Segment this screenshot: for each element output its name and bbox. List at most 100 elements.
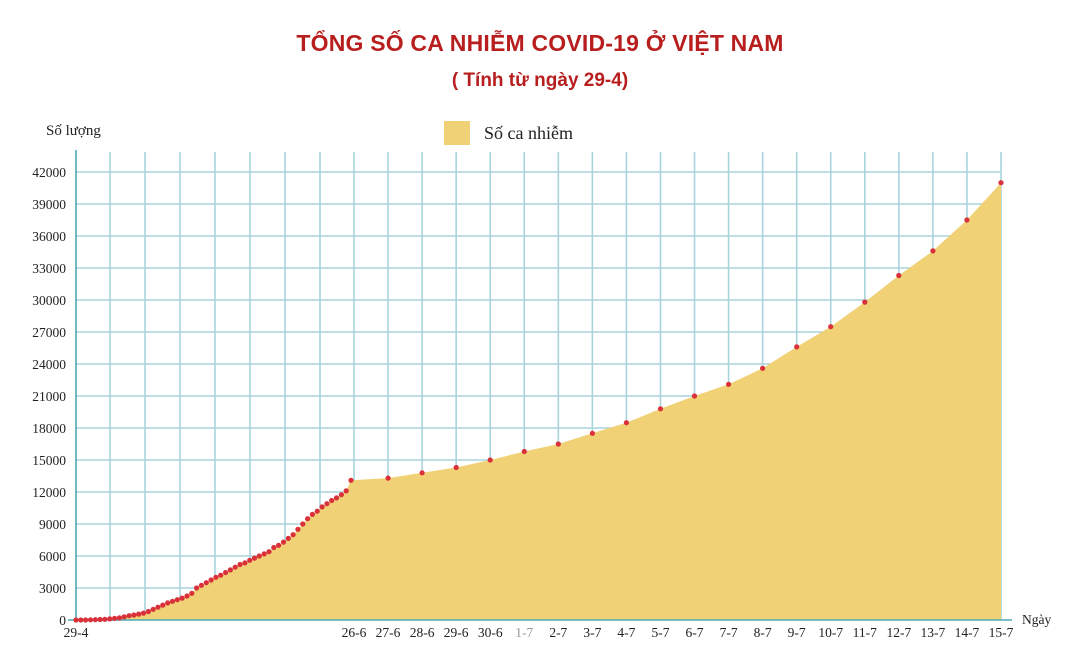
data-point <box>285 535 291 542</box>
data-point <box>227 567 233 573</box>
data-point <box>155 604 161 610</box>
data-point <box>691 393 698 399</box>
y-tick-labels: 0 3000 6000 9000 12000 15000 18000 21000 24000 27… <box>32 165 66 628</box>
legend-label: Số ca nhiễm <box>484 122 573 143</box>
data-point <box>555 441 561 447</box>
data-point <box>102 616 108 622</box>
data-point <box>290 532 296 538</box>
data-point <box>343 488 349 494</box>
data-point <box>213 574 219 580</box>
data-point <box>896 272 902 279</box>
y-tick-label: 36000 <box>32 229 66 244</box>
x-tick-label: 15-7 <box>989 625 1014 640</box>
y-tick-label: 42000 <box>32 165 66 180</box>
x-tick-label: 29-6 <box>444 625 469 640</box>
legend: Số ca nhiễm <box>444 120 573 146</box>
x-tick-label: 7-7 <box>720 625 738 640</box>
data-point <box>174 597 180 603</box>
y-tick-label: 24000 <box>32 357 66 372</box>
data-point <box>150 606 156 612</box>
legend-swatch <box>444 121 470 145</box>
data-point <box>794 344 800 350</box>
data-point <box>232 564 238 570</box>
x-tick-label: 30-6 <box>478 625 503 640</box>
data-point <box>121 614 127 620</box>
x-tick-labels: 29-4 26-6 27-6 28-6 29-6 30-6 1-7 2-7 3-7 4-7 5-7 6… <box>64 625 1014 640</box>
chart-title: TỔNG SỐ CA NHIỄM COVID-19 Ở VIỆT NAM <box>296 30 784 56</box>
data-point <box>998 180 1004 186</box>
chart-subtitle: ( Tính từ ngày 29-4) <box>451 70 629 91</box>
data-point <box>453 464 459 471</box>
y-tick-label: 0 <box>59 613 66 628</box>
data-point <box>266 549 272 555</box>
data-point <box>280 539 287 545</box>
area-fill <box>76 182 1001 620</box>
data-point <box>83 617 89 623</box>
data-point <box>179 595 185 601</box>
data-point <box>203 580 209 586</box>
x-tick-label: 5-7 <box>651 625 669 640</box>
y-tick-label: 6000 <box>39 549 66 564</box>
x-tick-label: 28-6 <box>410 625 435 640</box>
data-point <box>107 616 113 622</box>
y-tick-label: 30000 <box>32 293 66 308</box>
data-point <box>198 582 204 588</box>
data-point <box>385 475 391 481</box>
data-point <box>828 324 834 330</box>
data-point <box>189 590 195 596</box>
data-point <box>218 572 224 578</box>
x-tick-label: 14-7 <box>955 625 980 640</box>
data-point <box>623 420 630 426</box>
data-point <box>223 569 229 576</box>
x-tick-label: 2-7 <box>549 625 567 640</box>
data-point <box>862 299 868 305</box>
y-tick-label: 9000 <box>39 517 66 532</box>
x-tick-label: 10-7 <box>818 625 843 640</box>
y-tick-label: 21000 <box>32 389 66 404</box>
data-point <box>112 615 118 622</box>
y-tick-label: 18000 <box>32 421 66 436</box>
data-point <box>338 492 344 498</box>
y-tick-label: 27000 <box>32 325 66 340</box>
data-point <box>314 508 320 514</box>
data-point <box>194 585 200 591</box>
data-point <box>333 495 340 501</box>
data-point <box>256 553 262 559</box>
y-tick-label: 12000 <box>32 485 66 500</box>
data-point <box>131 612 137 618</box>
axes <box>68 150 1012 621</box>
data-point <box>589 430 596 436</box>
x-tick-label: 11-7 <box>853 625 877 640</box>
data-point <box>160 602 166 608</box>
data-point <box>251 555 258 561</box>
data-point <box>324 501 330 507</box>
data-point <box>165 600 171 606</box>
x-tick-label: 8-7 <box>754 625 772 640</box>
data-point <box>726 381 732 387</box>
data-point <box>657 406 664 412</box>
x-tick-label: 26-6 <box>342 625 367 640</box>
data-point <box>145 608 151 615</box>
data-point <box>305 516 311 522</box>
data-point <box>271 544 277 551</box>
x-axis-label: Ngày <box>1022 612 1051 627</box>
x-tick-label: 29-4 <box>64 625 89 640</box>
data-point <box>295 526 301 532</box>
data-point <box>208 577 214 583</box>
data-point <box>184 593 190 599</box>
y-tick-label: 33000 <box>32 261 66 276</box>
data-point <box>97 616 103 623</box>
data-points <box>73 180 1004 623</box>
data-point <box>261 551 267 557</box>
data-point <box>309 511 315 517</box>
x-tick-label: 9-7 <box>788 625 806 640</box>
x-tick-label: 12-7 <box>886 625 911 640</box>
data-point <box>419 470 425 476</box>
data-point <box>319 504 325 510</box>
x-tick-label: 27-6 <box>376 625 401 640</box>
y-tick-label: 15000 <box>32 453 66 468</box>
data-point <box>126 613 132 619</box>
data-point <box>169 598 176 604</box>
data-point <box>487 457 493 463</box>
